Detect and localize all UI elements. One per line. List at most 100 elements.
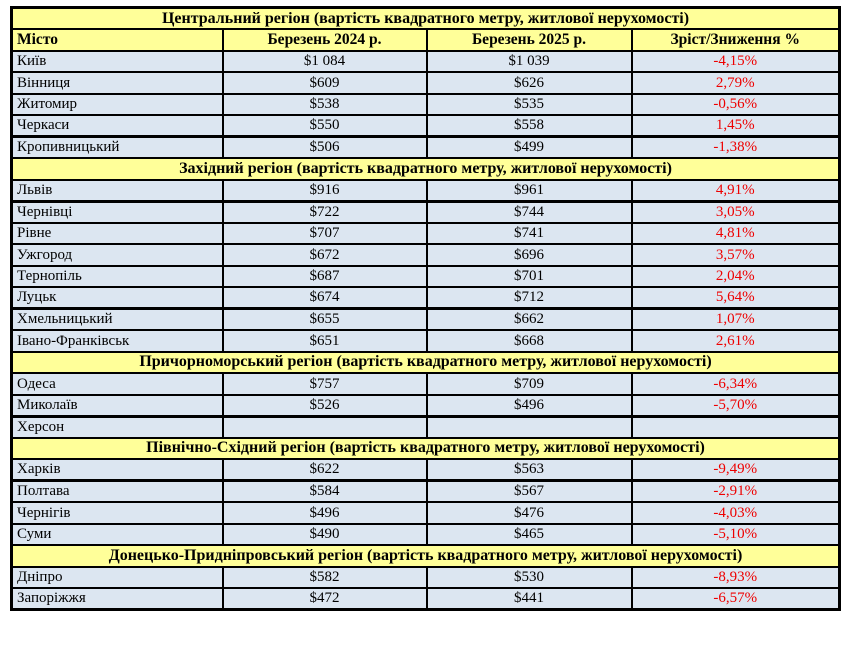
price-2024-cell: $672	[221, 243, 428, 267]
price-2024-cell: $722	[221, 200, 428, 224]
change-percent-cell: 4,91%	[630, 178, 841, 203]
city-cell: Запоріжжя	[10, 587, 224, 611]
price-2025-cell: $567	[425, 479, 633, 503]
city-cell: Миколаїв	[10, 393, 224, 418]
change-percent-cell: -6,57%	[630, 587, 841, 611]
change-percent-cell: 3,05%	[630, 200, 841, 224]
change-percent-cell: 2,61%	[630, 329, 841, 353]
price-2025-cell: $535	[425, 92, 633, 116]
table-row: Миколаїв $526 $496 -5,70%	[10, 393, 841, 418]
column-header-change-percent: Зріст/Зниження %	[630, 28, 841, 52]
region-header-row: Донецько-Придніпровський регіон (вартіст…	[10, 544, 841, 568]
city-cell: Одеса	[10, 372, 224, 396]
price-2025-cell: $1 039	[425, 49, 633, 73]
change-percent-cell: -0,56%	[630, 92, 841, 116]
price-2025-cell: $701	[425, 264, 633, 288]
price-2024-cell: $538	[221, 92, 428, 116]
change-percent-cell: 2,79%	[630, 71, 841, 95]
city-cell: Житомир	[10, 92, 224, 116]
price-2025-cell	[425, 415, 633, 439]
change-percent-cell: -2,91%	[630, 479, 841, 503]
change-percent-cell: 1,07%	[630, 307, 841, 331]
region-title: Донецько-Придніпровський регіон (вартіст…	[10, 544, 841, 568]
table-row: Хмельницький $655 $662 1,07%	[10, 307, 841, 331]
price-2024-cell: $916	[221, 178, 428, 203]
column-header-march-2025: Березень 2025 р.	[425, 28, 633, 52]
price-2024-cell	[221, 415, 428, 439]
table-body: Центральний регіон (вартість квадратного…	[10, 6, 841, 611]
price-2025-cell: $476	[425, 501, 633, 525]
city-cell: Харків	[10, 458, 224, 482]
table-row: Кропивницький $506 $499 -1,38%	[10, 135, 841, 159]
price-2024-cell: $582	[221, 565, 428, 589]
table-row: Ужгород $672 $696 3,57%	[10, 243, 841, 267]
price-2024-cell: $550	[221, 114, 428, 138]
column-header-city: Місто	[10, 28, 224, 52]
price-2024-cell: $757	[221, 372, 428, 396]
city-cell: Вінниця	[10, 71, 224, 95]
city-cell: Львів	[10, 178, 224, 203]
price-2025-cell: $696	[425, 243, 633, 267]
table-row: Суми $490 $465 -5,10%	[10, 522, 841, 546]
price-2024-cell: $651	[221, 329, 428, 353]
change-percent-cell: 1,45%	[630, 114, 841, 138]
city-cell: Дніпро	[10, 565, 224, 589]
price-2024-cell: $584	[221, 479, 428, 503]
table-row: Рівне $707 $741 4,81%	[10, 221, 841, 245]
table-row: Харків $622 $563 -9,49%	[10, 458, 841, 482]
price-2024-cell: $687	[221, 264, 428, 288]
table-row: Львів $916 $961 4,91%	[10, 178, 841, 203]
column-header-row: Місто Березень 2024 р. Березень 2025 р. …	[10, 28, 841, 52]
table-row: Чернівці $722 $744 3,05%	[10, 200, 841, 224]
price-2025-cell: $668	[425, 329, 633, 353]
column-header-march-2024: Березень 2024 р.	[221, 28, 428, 52]
price-2024-cell: $496	[221, 501, 428, 525]
city-cell: Кропивницький	[10, 135, 224, 159]
city-cell: Хмельницький	[10, 307, 224, 331]
region-title: Центральний регіон (вартість квадратного…	[10, 6, 841, 30]
change-percent-cell: -5,10%	[630, 522, 841, 546]
table-row: Івано-Франківськ $651 $668 2,61%	[10, 329, 841, 353]
price-2025-cell: $662	[425, 307, 633, 331]
region-header-row: Західний регіон (вартість квадратного ме…	[10, 157, 841, 181]
city-cell: Рівне	[10, 221, 224, 245]
spreadsheet-area: Центральний регіон (вартість квадратного…	[10, 6, 842, 611]
price-2025-cell: $563	[425, 458, 633, 482]
table-row: Луцьк $674 $712 5,64%	[10, 286, 841, 310]
price-2025-cell: $465	[425, 522, 633, 546]
change-percent-cell: -4,03%	[630, 501, 841, 525]
city-cell: Полтава	[10, 479, 224, 503]
price-2025-cell: $499	[425, 135, 633, 159]
city-cell: Суми	[10, 522, 224, 546]
table-row: Дніпро $582 $530 -8,93%	[10, 565, 841, 589]
price-2025-cell: $741	[425, 221, 633, 245]
region-header-row: Центральний регіон (вартість квадратного…	[10, 6, 841, 30]
change-percent-cell: 4,81%	[630, 221, 841, 245]
change-percent-cell: -9,49%	[630, 458, 841, 482]
table-row: Одеса $757 $709 -6,34%	[10, 372, 841, 396]
price-2024-cell: $609	[221, 71, 428, 95]
table-row: Черкаси $550 $558 1,45%	[10, 114, 841, 138]
region-title: Причорноморський регіон (вартість квадра…	[10, 350, 841, 374]
price-2024-cell: $655	[221, 307, 428, 331]
price-2024-cell: $490	[221, 522, 428, 546]
change-percent-cell	[630, 415, 841, 439]
city-cell: Київ	[10, 49, 224, 73]
region-title: Північно-Східний регіон (вартість квадра…	[10, 436, 841, 460]
change-percent-cell: 3,57%	[630, 243, 841, 267]
change-percent-cell: -5,70%	[630, 393, 841, 418]
price-2025-cell: $744	[425, 200, 633, 224]
table-row: Полтава $584 $567 -2,91%	[10, 479, 841, 503]
price-2025-cell: $961	[425, 178, 633, 203]
city-cell: Івано-Франківськ	[10, 329, 224, 353]
city-cell: Тернопіль	[10, 264, 224, 288]
table-row: Чернігів $496 $476 -4,03%	[10, 501, 841, 525]
price-2024-cell: $506	[221, 135, 428, 159]
price-2025-cell: $530	[425, 565, 633, 589]
price-2024-cell: $707	[221, 221, 428, 245]
city-cell: Чернівці	[10, 200, 224, 224]
city-cell: Херсон	[10, 415, 224, 439]
region-header-row: Причорноморський регіон (вартість квадра…	[10, 350, 841, 374]
change-percent-cell: -6,34%	[630, 372, 841, 396]
